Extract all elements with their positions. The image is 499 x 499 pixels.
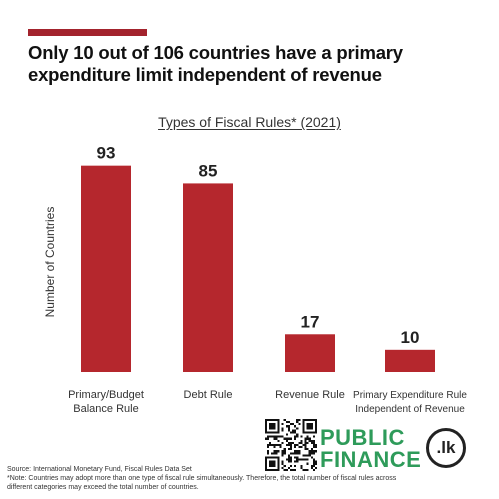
bar-0 (81, 165, 131, 372)
headline-line-2: expenditure limit independent of revenue (28, 64, 382, 85)
footer: Source: International Monetary Fund, Fis… (7, 465, 397, 492)
logo-badge: .lk (426, 428, 466, 468)
data-label-0: 93 (97, 144, 116, 163)
category-label-2-0: Revenue Rule (275, 389, 345, 401)
category-label-0-0: Primary/Budget (68, 389, 144, 401)
data-label-2: 17 (301, 312, 320, 331)
headline-line-1: Only 10 out of 106 countries have a prim… (28, 42, 403, 63)
category-label-3-1: Independent of Revenue (355, 404, 465, 415)
category-label-3-0: Primary Expenditure Rule (353, 390, 467, 401)
chart-title: Types of Fiscal Rules* (2021) (158, 114, 341, 130)
category-label-1-0: Debt Rule (184, 389, 233, 401)
footnote-line-2: different categories may exceed the tota… (7, 484, 199, 491)
footnote-line-1: *Note: Countries may adopt more than one… (7, 475, 397, 482)
bar-2 (285, 334, 335, 372)
page-title: Only 10 out of 106 countries have a prim… (28, 42, 478, 86)
logo-word-public: PUBLIC (320, 425, 405, 450)
data-label-3: 10 (401, 328, 420, 347)
qr-code-icon (265, 419, 317, 471)
source-note: Source: International Monetary Fund, Fis… (7, 466, 192, 473)
bar-1 (183, 183, 233, 372)
logo-word-finance: FINANCE (320, 447, 422, 472)
accent-bar (28, 29, 147, 36)
publicfinance-logo: PUBLIC FINANCE .lk (320, 425, 480, 475)
category-label-0-1: Balance Rule (73, 403, 138, 415)
data-label-1: 85 (199, 161, 218, 180)
bar-3 (385, 349, 435, 372)
